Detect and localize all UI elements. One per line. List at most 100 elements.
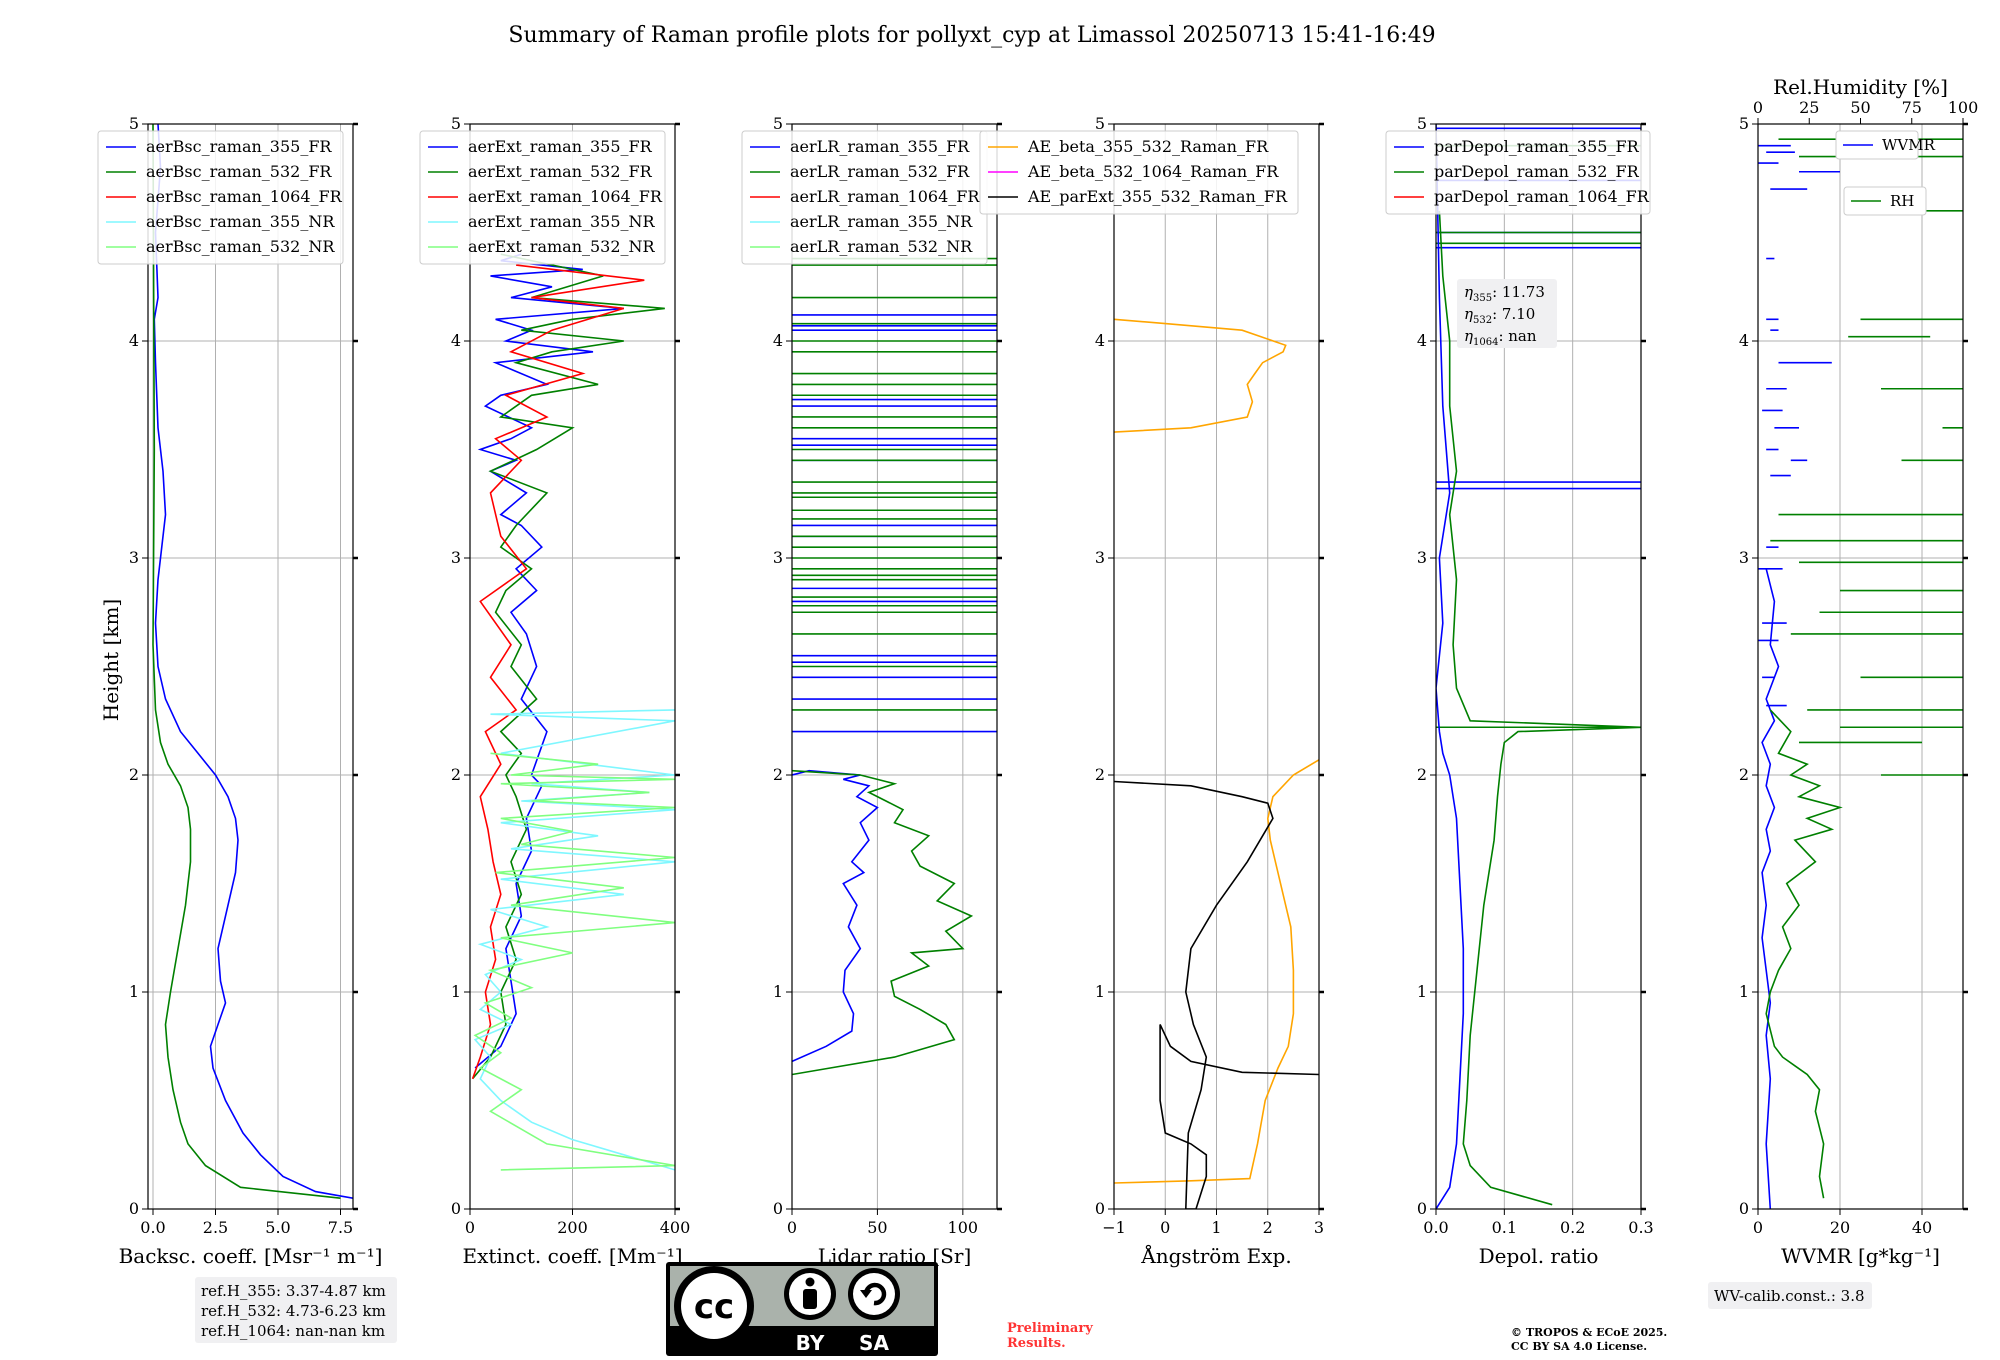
- legend-wvmr-frame: [1835, 130, 1919, 160]
- legend-label: aerBsc_raman_355_FR: [146, 137, 332, 156]
- plot-area: [471, 253, 675, 1171]
- legend-label: aerBsc_raman_355_NR: [146, 212, 335, 231]
- legend-label: aerBsc_raman_1064_FR: [146, 187, 343, 206]
- series-pardepol-raman-355-fr: [1436, 124, 1465, 1209]
- x2-tick-label: 0: [1753, 98, 1763, 117]
- axes-frame: [1435, 123, 1642, 1210]
- legend-frame: [1385, 130, 1651, 215]
- plot-area: [1758, 138, 1963, 1209]
- legend-label: aerBsc_raman_532_NR: [146, 237, 335, 256]
- y-tick-label: 2: [451, 765, 461, 784]
- x-tick-label: 40: [1912, 1218, 1932, 1237]
- y-tick-label: 3: [1095, 548, 1105, 567]
- panel-wv: 0 20 40 0 1 2 3 4 5 WVMR [g*kg⁻¹] WVMR RH 0 25 50 75 100…: [1739, 75, 1978, 1268]
- y-tick-label: 1: [1417, 982, 1427, 1001]
- x-tick-label: 0: [1753, 1218, 1763, 1237]
- y-tick-label: 0: [1095, 1199, 1105, 1218]
- y-tick-label: 4: [1095, 331, 1105, 350]
- legend-frame: [979, 130, 1299, 215]
- series-aerbsc-raman-355-fr: [153, 124, 353, 1199]
- legend-label: AE_parExt_355_532_Raman_FR: [1027, 187, 1288, 206]
- x-tick-label: 7.5: [328, 1218, 353, 1237]
- copyright-line-2: CC BY SA 4.0 License.: [1511, 1340, 1647, 1353]
- legend-wv: WVMR RH: [1835, 130, 1936, 216]
- series-pardepol-raman-532-fr: [1438, 210, 1641, 1206]
- x-tick-label: 2: [1263, 1218, 1273, 1237]
- panels: 0.0 2.5 5.0 7.5 0 1 2 3 4 5 Backsc. coeff. [Msr⁻¹ …: [97, 75, 1978, 1268]
- legend-label: AE_beta_532_1064_Raman_FR: [1027, 162, 1279, 181]
- eta-532: η532: 7.10: [1464, 305, 1535, 326]
- legend-label: aerLR_raman_532_NR: [790, 237, 973, 256]
- y-tick-label: 3: [451, 548, 461, 567]
- legend-label: aerExt_raman_1064_FR: [468, 187, 663, 206]
- y-tick-label: 4: [1417, 331, 1427, 350]
- figure-title: Summary of Raman profile plots for polly…: [508, 23, 1435, 48]
- legend-rh-label: RH: [1890, 192, 1914, 210]
- axes-frame: [147, 123, 354, 1210]
- series-rh: [1765, 709, 1843, 1199]
- legend-rh-frame: [1843, 186, 1927, 216]
- y-tick-label: 2: [773, 765, 783, 784]
- y-tick-label: 5: [129, 114, 139, 133]
- series-aerext-raman-532-fr: [471, 253, 665, 1080]
- x-tick-label: 400: [660, 1218, 691, 1237]
- ref-height-532: ref.H_532: 4.73-6.23 km: [201, 1302, 386, 1320]
- legend-label: aerLR_raman_1064_FR: [790, 187, 980, 206]
- legend-label: aerLR_raman_532_FR: [790, 162, 970, 181]
- y-tick-label: 5: [773, 114, 783, 133]
- y-tick-label: 4: [451, 331, 461, 350]
- reference-height-box: ref.H_355: 3.37-4.87 km ref.H_532: 4.73-…: [195, 1277, 397, 1343]
- plot-area: [1436, 124, 1641, 1209]
- series-aerext-raman-1064-fr: [471, 264, 645, 1080]
- panel-ext: 0 200 400 0 1 2 3 4 5 Extinct. coeff. [Mm⁻¹] aerEx…: [419, 114, 691, 1268]
- panel-bsc: 0.0 2.5 5.0 7.5 0 1 2 3 4 5 Backsc. coeff. [Msr⁻¹ …: [97, 114, 383, 1268]
- y-tick-label: 3: [129, 548, 139, 567]
- x-tick-label: 0.2: [1560, 1218, 1585, 1237]
- plot-area: [152, 124, 353, 1199]
- x-tick-label: 20: [1830, 1218, 1850, 1237]
- copyright-line-1: © TROPOS & ECoE 2025.: [1511, 1326, 1667, 1339]
- y-tick-label: 1: [773, 982, 783, 1001]
- y-tick-label: 0: [1739, 1199, 1749, 1218]
- axes-frame: [1113, 123, 1320, 1210]
- legend: aerExt_raman_355_FR aerExt_raman_532_FRae…: [419, 130, 666, 265]
- x-tick-label: 0: [465, 1218, 475, 1237]
- wv-calibration-text: WV-calib.const.: 3.8: [1714, 1287, 1865, 1305]
- x2-tick-label: 50: [1850, 98, 1870, 117]
- x-axis-label: Backsc. coeff. [Msr⁻¹ m⁻¹]: [119, 1244, 383, 1268]
- x2-tick-label: 100: [1948, 98, 1979, 117]
- x-tick-label: 5.0: [265, 1218, 290, 1237]
- axes-frame: [791, 123, 998, 1210]
- x-axis-label: Extinct. coeff. [Mm⁻¹]: [462, 1244, 682, 1268]
- legend-label: AE_beta_355_532_Raman_FR: [1027, 137, 1269, 156]
- x-axis-label: Ångström Exp.: [1140, 1243, 1291, 1268]
- y-tick-label: 5: [1417, 114, 1427, 133]
- legend-label: aerLR_raman_355_NR: [790, 212, 973, 231]
- y-tick-label: 4: [773, 331, 783, 350]
- panel-depol: 0.0 0.1 0.2 0.3 0 1 2 3 4 5 Depol. ratio parDepol_r…: [1385, 114, 1654, 1268]
- x-tick-label: 0: [787, 1218, 797, 1237]
- x-axis-label: Depol. ratio: [1479, 1244, 1599, 1268]
- y-tick-label: 0: [1417, 1199, 1427, 1218]
- y-tick-label: 5: [451, 114, 461, 133]
- legend-frame: [419, 130, 666, 265]
- series-ae-beta-355-532-raman-fr-upper: [1114, 318, 1287, 433]
- ref-height-1064: ref.H_1064: nan-nan km: [201, 1322, 385, 1340]
- x-tick-label: 3: [1314, 1218, 1324, 1237]
- y-tick-label: 3: [1417, 548, 1427, 567]
- cc-by-label: BY: [796, 1331, 825, 1355]
- preliminary-line-1: Preliminary: [1007, 1321, 1093, 1336]
- cc-logo-text: cc: [694, 1287, 734, 1327]
- series-ae-beta-355-532-raman-fr: [1114, 759, 1319, 1184]
- legend: AE_beta_355_532_Raman_FR AE_beta_532_1064…: [979, 130, 1299, 215]
- series-aerlr-raman-355-fr: [792, 769, 879, 1063]
- series-aerlr-raman-532-fr: [792, 769, 974, 1076]
- x-tick-label: 100: [948, 1218, 979, 1237]
- x-tick-label: 0.3: [1628, 1218, 1653, 1237]
- x-tick-label: 0: [1160, 1218, 1170, 1237]
- wv-calibration-box: WV-calib.const.: 3.8: [1708, 1282, 1872, 1309]
- x-axis-label: WVMR [g*kg⁻¹]: [1781, 1244, 1940, 1268]
- x-tick-label: 50: [867, 1218, 887, 1237]
- y-tick-label: 1: [451, 982, 461, 1001]
